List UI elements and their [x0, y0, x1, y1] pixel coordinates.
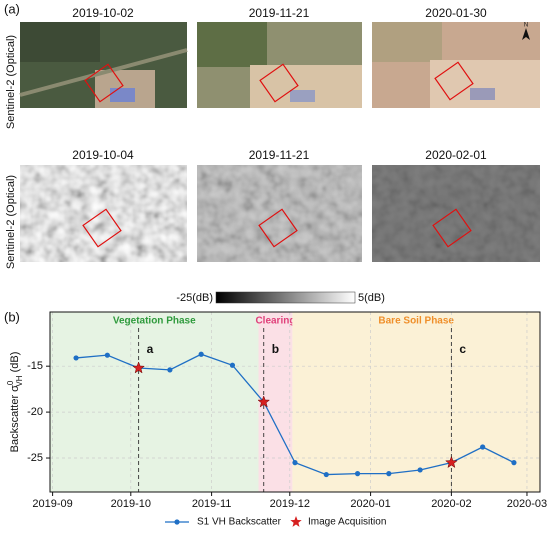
image-date: 2019-10-04 [72, 148, 134, 162]
data-point [198, 351, 204, 357]
data-point [229, 362, 236, 368]
data-point [354, 471, 361, 477]
north-label: N [524, 23, 528, 29]
legend-marker [290, 516, 302, 527]
x-tick-label: 2020-01 [350, 498, 390, 510]
x-tick-label: 2019-10 [111, 498, 151, 510]
y-axis-label-part: Backscatter σ [9, 385, 21, 453]
panel-label: (a) [4, 1, 20, 16]
x-tick-label: 2020-02 [431, 498, 471, 510]
event-label: b [272, 342, 279, 356]
image-date: 2020-02-01 [425, 148, 487, 162]
phase-label: Vegetation Phase [113, 316, 196, 327]
y-axis-label-part: VH [15, 375, 24, 386]
x-tick-label: 2019-11 [192, 498, 232, 510]
data-point [323, 471, 329, 478]
data-point [511, 460, 517, 466]
x-tick-label: 2020-03 [507, 498, 547, 510]
star-marker [257, 395, 271, 408]
data-point [104, 352, 110, 358]
data-point [167, 367, 173, 373]
data-point [73, 355, 79, 361]
image-date: 2019-10-02 [72, 6, 134, 20]
legend-label: Image Acquisition [308, 517, 386, 528]
star-marker [132, 361, 145, 374]
scale-label: 100m [509, 266, 537, 278]
legend-marker [174, 519, 180, 525]
y-tick-label: -25 [27, 452, 43, 464]
phase-region [50, 312, 259, 492]
image-date: 2019-11-21 [249, 148, 310, 162]
colorbar-label: 5(dB) [358, 292, 385, 304]
row-label: Sentinel-2 (Optical) [5, 175, 17, 269]
event-label: c [459, 342, 466, 356]
x-tick-label: 2019-09 [32, 498, 72, 510]
data-point [480, 444, 486, 450]
row-label: Sentinel-2 (Optical) [5, 35, 17, 129]
legend-label: S1 VH Backscatter [197, 517, 282, 528]
plot-frame [49, 311, 541, 493]
y-tick-label: -15 [27, 360, 43, 372]
data-point [292, 460, 298, 466]
scale-label: 0 [487, 266, 493, 278]
image-date: 2020-01-30 [425, 6, 487, 20]
sar-images [20, 165, 540, 304]
panel-label: (b) [4, 309, 20, 324]
phase-region [292, 312, 540, 492]
data-point [386, 471, 392, 477]
colorbar-label: -25(dB) [176, 292, 213, 304]
y-tick-label: -20 [27, 406, 43, 418]
star-marker [445, 455, 458, 469]
optical-images [19, 22, 540, 108]
x-tick-label: 2019-12 [270, 498, 310, 510]
y-axis-label: Backscatter σ0VH (dB) [6, 352, 24, 453]
data-point [417, 467, 423, 473]
phase-label: Bare Soil Phase [378, 316, 454, 327]
image-date: 2019-11-21 [249, 6, 310, 20]
event-label: a [147, 342, 154, 356]
y-axis-label-part: 0 [6, 380, 15, 385]
phase-label: Clearing [255, 316, 295, 327]
y-axis-label-part: (dB) [9, 352, 21, 376]
